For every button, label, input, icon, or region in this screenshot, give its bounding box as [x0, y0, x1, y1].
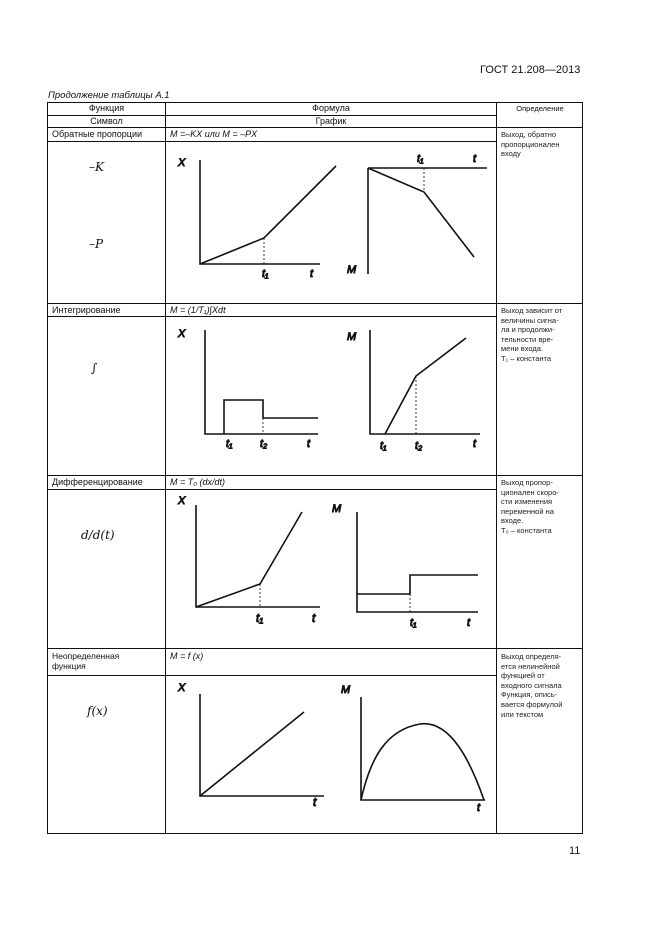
row-definition: Выход, обратно пропорционален входу: [501, 130, 560, 159]
y-axis-label: M: [347, 264, 357, 276]
t2-label: t₂: [260, 438, 268, 450]
axes: [195, 505, 320, 608]
y-axis-label: M: [332, 503, 342, 515]
y-axis-label: M: [341, 684, 351, 696]
input-line: [199, 711, 305, 797]
row-function-name: Дифференцирование: [52, 477, 143, 487]
graph-inverse-left: X t₁ t: [177, 157, 337, 281]
t2-label: t₂: [415, 440, 423, 452]
axes: [369, 330, 480, 435]
t1-label: t₁: [256, 611, 263, 625]
t1-label: t₁: [417, 153, 424, 165]
input-pulse: [223, 399, 318, 434]
header-symbol: Символ: [90, 116, 123, 126]
axes: [360, 697, 485, 801]
row-symbol: ∫: [91, 361, 98, 375]
header-definition: Определение: [516, 104, 564, 113]
header-formula: Формула: [312, 103, 350, 113]
y-axis-label: M: [347, 331, 357, 343]
row-definition: Выход пропор- ционален скоро- сти измене…: [501, 478, 559, 535]
graph-integration-right: M t₁ t₂ t: [347, 330, 480, 453]
t1-label: t₁: [262, 268, 269, 280]
graph-function-right: M t: [341, 684, 485, 815]
row-symbol: –K: [89, 160, 104, 174]
y-axis-label: X: [177, 682, 186, 694]
t1-label: t₁: [226, 438, 233, 450]
row-function-name: Обратные пропорции: [52, 129, 143, 139]
row-formula: M =–KX или M = –PX: [170, 129, 258, 139]
graph-integration-left: X t₁ t₂ t: [177, 328, 318, 451]
header-graph: График: [315, 116, 347, 126]
table-borders: [47, 102, 583, 834]
row-function-name: Интегрирование: [52, 305, 121, 315]
input-line: [199, 165, 337, 265]
output-step: [357, 574, 478, 595]
y-axis-label: X: [177, 495, 186, 507]
row-symbol: f(x): [87, 704, 108, 718]
x-axis-label: t: [467, 617, 471, 629]
row-definition: Выход зависит от величины сигна- ла и пр…: [501, 306, 563, 363]
axes: [356, 512, 478, 613]
row-formula: M = T₀ (dx/dt): [170, 477, 226, 487]
graph-differentiation-left: X t₁ t: [177, 495, 320, 626]
x-axis-label: t: [477, 802, 481, 814]
graph-inverse-right: t₁ t M: [347, 153, 487, 277]
page-number: 11: [569, 845, 581, 857]
x-axis-label: t: [312, 611, 316, 625]
y-axis-label: X: [177, 328, 186, 340]
x-axis-label: t: [473, 438, 477, 450]
output-line: [384, 337, 467, 435]
x-axis-label: t: [307, 438, 311, 450]
row-symbol: d/d(t): [81, 528, 115, 542]
output-line: [367, 167, 475, 258]
header-function: Функция: [88, 103, 125, 113]
table-outer-border: [47, 102, 583, 834]
graph-differentiation-right: M t₁ t: [332, 503, 478, 630]
input-line: [195, 511, 303, 608]
output-curve: [360, 723, 485, 801]
t1-label: t₁: [380, 440, 387, 452]
standard-designation: ГОСТ 21.208—2013: [480, 64, 581, 76]
graph-function-left: X t: [177, 682, 324, 810]
x-axis-label: t: [473, 153, 477, 165]
t1-label: t₁: [410, 617, 417, 629]
x-axis-label: t: [313, 795, 317, 809]
row-function-name: Неопределенная функция: [52, 651, 120, 671]
axes: [199, 160, 320, 265]
row-formula: M = (1/T₁)∫Xdt: [170, 305, 226, 315]
row-formula: M = f (x): [170, 651, 204, 661]
axes: [204, 330, 318, 435]
row-definition: Выход определя- ется нелинейной функцией…: [501, 652, 563, 719]
table-caption: Продолжение таблицы А.1: [48, 90, 170, 101]
x-axis-label: t: [310, 268, 314, 280]
row-symbol: –P: [89, 237, 104, 251]
y-axis-label: X: [177, 157, 186, 169]
